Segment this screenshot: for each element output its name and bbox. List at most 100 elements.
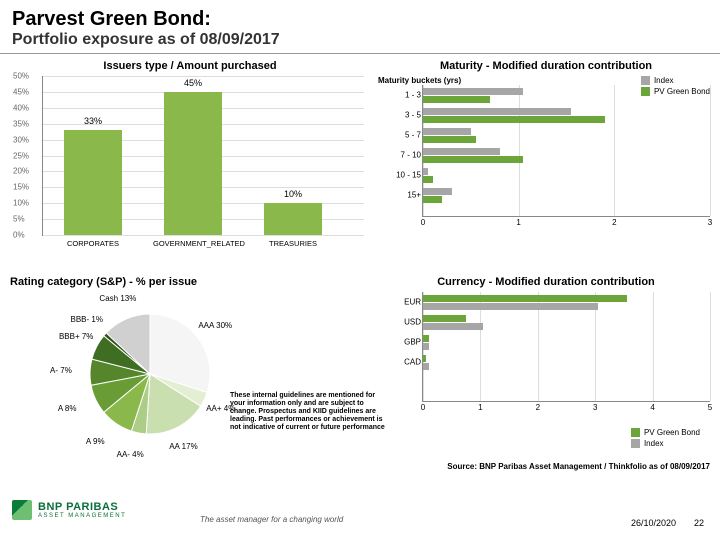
legend-swatch-pv [631, 428, 640, 437]
pie-label: Cash 13% [99, 294, 136, 303]
legend-label-pv: PV Green Bond [644, 428, 700, 437]
ytick-label: 40% [13, 103, 29, 112]
bar-value-label: 33% [64, 116, 122, 126]
hbar-row: CAD [423, 352, 710, 372]
hbar-row: 15+ [423, 185, 710, 205]
hbar-index [423, 128, 471, 135]
issuers-bar-panel: Issuers type / Amount purchased 0%5%10%1… [10, 60, 370, 270]
xtick-label: 2 [612, 218, 616, 227]
hbar-pv [423, 116, 605, 123]
hbar-row: EUR [423, 292, 710, 312]
xtick-label: 2 [536, 403, 540, 412]
legend-label-index: Index [644, 439, 664, 448]
ytick-label: 30% [13, 135, 29, 144]
hbar-row: USD [423, 312, 710, 332]
page-subtitle: Portfolio exposure as of 08/09/2017 [0, 31, 720, 54]
xtick-label: GOVERNMENT_RELATED [153, 239, 233, 248]
category-label: 1 - 3 [377, 91, 421, 100]
source-text: Source: BNP Paribas Asset Management / T… [447, 462, 710, 471]
bnp-logo: BNP PARIBAS ASSET MANAGEMENT [12, 500, 126, 520]
hbar-row: 10 - 15 [423, 165, 710, 185]
xtick-label: 3 [708, 218, 712, 227]
hbar-index [423, 303, 598, 310]
category-label: GBP [377, 338, 421, 347]
ytick-label: 35% [13, 119, 29, 128]
hbar-pv [423, 136, 476, 143]
footer-date: 26/10/2020 [631, 518, 676, 528]
pie-label: A 8% [58, 404, 77, 413]
legend-swatch-index [631, 439, 640, 448]
pie-label: AA 17% [169, 442, 197, 451]
pie-label: BBB+ 7% [59, 332, 93, 341]
xtick-label: 3 [593, 403, 597, 412]
hbar-index [423, 188, 452, 195]
rating-pie-chart: AAA 30%AA+ 4%AA 17%AA- 4%A 9%A 8%A- 7%BB… [70, 294, 230, 454]
ytick-label: 20% [13, 167, 29, 176]
xtick-label: 0 [421, 218, 425, 227]
bar-treasuries: 10% [264, 203, 322, 235]
legend-label-index: Index [654, 76, 674, 85]
xtick-label: CORPORATES [53, 239, 133, 248]
xtick-label: 4 [650, 403, 654, 412]
hbar-row: 3 - 5 [423, 105, 710, 125]
pie-label: AA- 4% [117, 450, 144, 459]
ytick-label: 15% [13, 183, 29, 192]
bnp-logo-line1: BNP PARIBAS [38, 501, 126, 513]
category-label: USD [377, 318, 421, 327]
hbar-row: 7 - 10 [423, 145, 710, 165]
hbar-pv [423, 156, 523, 163]
bar-corporates: 33% [64, 130, 122, 235]
page-title: Parvest Green Bond: [0, 0, 720, 31]
pie-label: A- 7% [50, 366, 72, 375]
ytick-label: 25% [13, 151, 29, 160]
legend-swatch-index [641, 76, 650, 85]
maturity-title: Maturity - Modified duration contributio… [376, 60, 716, 72]
disclaimer-text: These internal guidelines are mentioned … [230, 392, 390, 432]
maturity-panel: Maturity - Modified duration contributio… [376, 60, 716, 270]
maturity-hbar-chart: 01231 - 33 - 55 - 77 - 1010 - 1515+ [422, 85, 710, 217]
issuers-bar-chart: 0%5%10%15%20%25%30%35%40%45%50%33%CORPOR… [42, 76, 364, 236]
category-label: 7 - 10 [377, 151, 421, 160]
xtick-label: 1 [516, 218, 520, 227]
bar-value-label: 45% [164, 78, 222, 88]
pie-label: BBB- 1% [70, 315, 102, 324]
hbar-index [423, 108, 571, 115]
hbar-row: 5 - 7 [423, 125, 710, 145]
xtick-label: 5 [708, 403, 712, 412]
hbar-pv [423, 196, 442, 203]
xtick-label: 0 [421, 403, 425, 412]
category-label: 3 - 5 [377, 111, 421, 120]
hbar-index [423, 88, 523, 95]
currency-legend: PV Green Bond Index [631, 428, 700, 450]
ytick-label: 45% [13, 87, 29, 96]
tagline-text: The asset manager for a changing world [200, 515, 343, 524]
hbar-pv [423, 96, 490, 103]
bar-value-label: 10% [264, 189, 322, 199]
pie-label: A 9% [86, 437, 105, 446]
rating-pie-panel: Rating category (S&P) - % per issue AAA … [10, 276, 370, 476]
category-label: 15+ [377, 191, 421, 200]
ytick-label: 5% [13, 215, 25, 224]
hbar-pv [423, 355, 426, 362]
hbar-row: 1 - 3 [423, 85, 710, 105]
hbar-row: GBP [423, 332, 710, 352]
currency-title: Currency - Modified duration contributio… [376, 276, 716, 288]
currency-panel: Currency - Modified duration contributio… [376, 276, 716, 476]
hbar-index [423, 148, 500, 155]
xtick-label: TREASURIES [253, 239, 333, 248]
bnp-logo-mark [12, 500, 32, 520]
xtick-label: 1 [478, 403, 482, 412]
pie-label: AAA 30% [198, 321, 232, 330]
currency-hbar-chart: 012345EURUSDGBPCAD [422, 292, 710, 402]
hbar-pv [423, 176, 433, 183]
hbar-pv [423, 295, 627, 302]
category-label: 5 - 7 [377, 131, 421, 140]
category-label: CAD [377, 358, 421, 367]
rating-pie-title: Rating category (S&P) - % per issue [10, 276, 370, 288]
ytick-label: 0% [13, 231, 25, 240]
category-label: 10 - 15 [377, 171, 421, 180]
hbar-index [423, 323, 483, 330]
hbar-index [423, 343, 429, 350]
issuers-bar-title: Issuers type / Amount purchased [10, 60, 370, 72]
hbar-pv [423, 335, 429, 342]
